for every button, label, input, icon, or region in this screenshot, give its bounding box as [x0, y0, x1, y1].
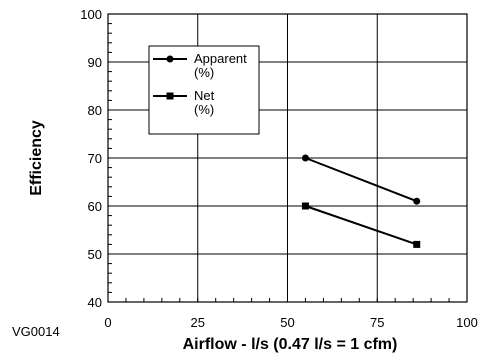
y-axis-title: Efficiency	[28, 120, 45, 196]
legend-unit-net: (%)	[194, 102, 214, 117]
series-net	[301, 202, 421, 248]
data-point-apparent	[301, 154, 309, 162]
y-tick-labels: 40 50 60 70 80 90 100	[80, 7, 102, 310]
figure-code: VG0014	[12, 324, 60, 339]
legend: Apparent(%)Net(%)	[148, 45, 260, 135]
legend-item-apparent: Apparent(%)	[153, 51, 247, 80]
legend-marker-apparent	[166, 55, 174, 63]
x-axis-title: Airflow - l/s (0.47 l/s = 1 cfm)	[183, 336, 398, 353]
x-tick-label: 50	[280, 315, 294, 330]
legend-marker-net	[166, 92, 174, 100]
y-tick-label: 40	[88, 295, 102, 310]
y-tick-label: 80	[88, 103, 102, 118]
series-apparent	[301, 154, 421, 205]
y-tick-label: 50	[88, 247, 102, 262]
series-line-apparent	[305, 157, 418, 203]
legend-label-net: Net	[194, 88, 215, 103]
y-tick-label: 90	[88, 55, 102, 70]
y-tick-label: 100	[80, 7, 102, 22]
x-tick-label: 100	[456, 315, 478, 330]
data-point-net	[301, 202, 309, 210]
y-tick-label: 70	[88, 151, 102, 166]
data-point-net	[413, 240, 421, 248]
legend-unit-apparent: (%)	[194, 65, 214, 80]
series-layer	[301, 154, 421, 248]
data-point-apparent	[413, 197, 421, 205]
series-line-net	[305, 205, 418, 246]
legend-item-net: Net(%)	[153, 88, 215, 117]
legend-label-apparent: Apparent	[194, 51, 247, 66]
y-tick-label: 60	[88, 199, 102, 214]
x-tick-label: 75	[370, 315, 384, 330]
x-tick-label: 0	[104, 315, 111, 330]
minor-ticks	[107, 13, 468, 303]
x-tick-labels: 0 25 50 75 100	[104, 315, 477, 330]
x-tick-label: 25	[191, 315, 205, 330]
